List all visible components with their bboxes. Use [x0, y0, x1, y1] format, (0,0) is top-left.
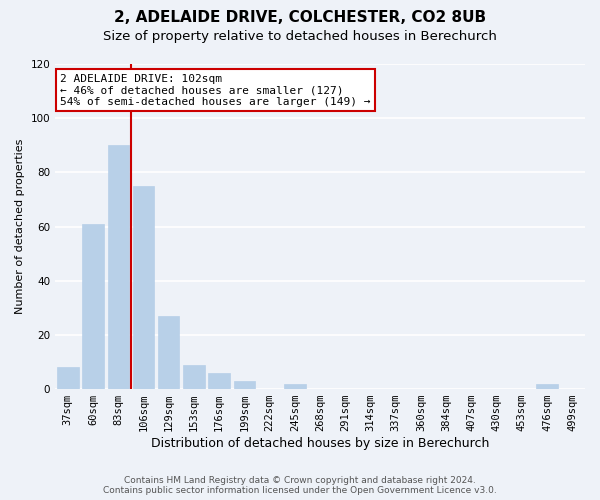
X-axis label: Distribution of detached houses by size in Berechurch: Distribution of detached houses by size …: [151, 437, 489, 450]
Bar: [57, 368, 79, 389]
Text: 2 ADELAIDE DRIVE: 102sqm
← 46% of detached houses are smaller (127)
54% of semi-: 2 ADELAIDE DRIVE: 102sqm ← 46% of detach…: [61, 74, 371, 107]
Bar: [233, 381, 255, 389]
Bar: [208, 373, 230, 389]
Text: Contains HM Land Registry data © Crown copyright and database right 2024.
Contai: Contains HM Land Registry data © Crown c…: [103, 476, 497, 495]
Bar: [107, 146, 129, 389]
Bar: [284, 384, 305, 389]
Bar: [536, 384, 558, 389]
Y-axis label: Number of detached properties: Number of detached properties: [15, 139, 25, 314]
Text: Size of property relative to detached houses in Berechurch: Size of property relative to detached ho…: [103, 30, 497, 43]
Bar: [158, 316, 179, 389]
Text: 2, ADELAIDE DRIVE, COLCHESTER, CO2 8UB: 2, ADELAIDE DRIVE, COLCHESTER, CO2 8UB: [114, 10, 486, 25]
Bar: [183, 364, 205, 389]
Bar: [82, 224, 104, 389]
Bar: [133, 186, 154, 389]
